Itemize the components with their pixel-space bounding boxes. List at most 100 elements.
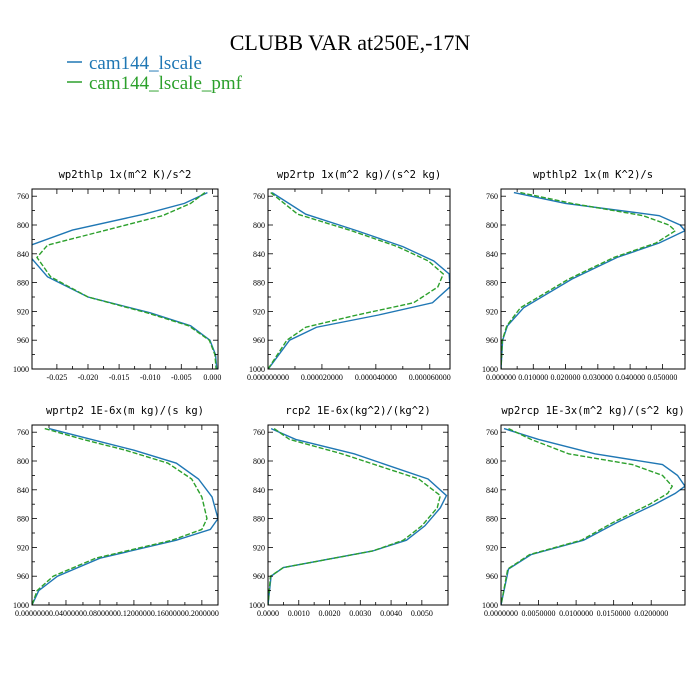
y-tick-label: 840 xyxy=(486,486,498,495)
x-tick-label: 0.2000000 xyxy=(185,609,219,618)
x-tick-label: 0.020000 xyxy=(551,373,581,382)
y-tick-label: 840 xyxy=(17,250,29,259)
y-tick-label: 960 xyxy=(253,572,265,581)
x-tick-label: 0.0050000 xyxy=(522,609,556,618)
y-tick-label: 1000 xyxy=(13,601,29,610)
x-tick-label: 0.0400000 xyxy=(49,609,83,618)
y-tick-label: 920 xyxy=(486,307,498,316)
y-tick-label: 840 xyxy=(253,250,265,259)
x-tick-label: -0.015 xyxy=(109,373,130,382)
y-tick-label: 760 xyxy=(253,428,265,437)
y-tick-label: 880 xyxy=(486,515,498,524)
y-tick-label: 880 xyxy=(253,515,265,524)
plot-frame xyxy=(267,188,451,370)
panels-grid: wp2thlp 1x(m^2 K)/s^2 760 800 840 880 920 960 1… xyxy=(13,169,686,618)
panel-title: rcp2 1E-6x(kg^2)/(kg^2) xyxy=(285,405,430,417)
y-tick-label: 800 xyxy=(486,457,498,466)
x-tick-label: 0.0000 xyxy=(257,609,279,618)
y-tick-label: 880 xyxy=(17,515,29,524)
series-line-lscale xyxy=(32,191,218,369)
series-line-lscale-pmf xyxy=(36,192,217,369)
x-tick-label: 0.0000000 xyxy=(484,609,518,618)
panel-title: wprtp2 1E-6x(m kg)/(s kg) xyxy=(46,405,204,417)
x-tick-label: 0.1600000 xyxy=(151,609,185,618)
panel-title: wp2rtp 1x(m^2 kg)/(s^2 kg) xyxy=(277,169,441,181)
y-tick-label: 960 xyxy=(486,572,498,581)
y-tick-label: 800 xyxy=(17,457,29,466)
panel-title: wpthlp2 1x(m K^2)/s xyxy=(533,169,653,181)
legend-label-1: cam144_lscale xyxy=(89,53,202,74)
y-tick-label: 1000 xyxy=(482,601,498,610)
x-tick-label: 0.0100000 xyxy=(559,609,593,618)
x-tick-label: -0.005 xyxy=(171,373,192,382)
y-tick-label: 800 xyxy=(253,221,265,230)
y-tick-label: 960 xyxy=(17,336,29,345)
panel-2: wp2rtp 1x(m^2 kg)/(s^2 kg) 760 800 840 880 92… xyxy=(247,169,451,382)
y-tick-label: 1000 xyxy=(249,601,265,610)
x-tick-label: 0.0150000 xyxy=(597,609,631,618)
panel-title: wp2thlp 1x(m^2 K)/s^2 xyxy=(59,169,192,181)
panel-3: wpthlp2 1x(m K^2)/s 760 800 840 880 920 960 100… xyxy=(482,169,686,382)
y-tick-label: 760 xyxy=(486,192,498,201)
series-line-lscale-pmf xyxy=(501,427,674,605)
x-tick-label: 0.0010 xyxy=(288,609,310,618)
plot-frame xyxy=(267,424,449,606)
y-tick-label: 920 xyxy=(486,543,498,552)
x-tick-label: 0.000 xyxy=(203,373,221,382)
series-line-lscale-pmf xyxy=(501,191,677,369)
y-tick-label: 920 xyxy=(17,307,29,316)
y-tick-label: 800 xyxy=(486,221,498,230)
plot-frame xyxy=(500,188,686,370)
x-tick-label: 0.0050 xyxy=(411,609,433,618)
y-tick-label: 920 xyxy=(17,543,29,552)
y-tick-label: 840 xyxy=(17,486,29,495)
series-line-lscale-pmf xyxy=(268,192,445,369)
series-line-lscale xyxy=(268,427,448,605)
y-tick-label: 960 xyxy=(486,336,498,345)
plot-frame xyxy=(500,424,686,606)
panel-4: wprtp2 1E-6x(m kg)/(s kg) 760 800 840 880 920… xyxy=(13,405,219,618)
panel-1: wp2thlp 1x(m^2 K)/s^2 760 800 840 880 920 960 1… xyxy=(13,169,221,382)
x-tick-label: 0.030000 xyxy=(583,373,613,382)
y-tick-label: 1000 xyxy=(482,365,498,374)
panel-5: rcp2 1E-6x(kg^2)/(kg^2) 760 800 840 880 920 96… xyxy=(249,405,449,618)
series-line-lscale xyxy=(501,191,685,369)
legend-item-1: cam144_lscale xyxy=(67,53,202,74)
y-tick-label: 760 xyxy=(486,428,498,437)
x-tick-label: -0.010 xyxy=(140,373,161,382)
figure-title: CLUBB VAR at250E,-17N xyxy=(230,30,471,55)
x-tick-label: 0.000060000 xyxy=(409,373,451,382)
x-tick-label: 0.000040000 xyxy=(355,373,397,382)
y-tick-label: 840 xyxy=(253,486,265,495)
plot-frame xyxy=(31,424,219,606)
x-tick-label: 0.0000000 xyxy=(15,609,49,618)
y-tick-label: 920 xyxy=(253,307,265,316)
y-tick-label: 960 xyxy=(17,572,29,581)
x-tick-label: 0.000020000 xyxy=(301,373,343,382)
x-tick-label: 0.050000 xyxy=(647,373,677,382)
x-tick-label: -0.020 xyxy=(78,373,99,382)
panel-6: wp2rcp 1E-3x(m^2 kg)/(s^2 kg) 760 800 840 88… xyxy=(482,405,686,618)
plot-frame xyxy=(31,188,219,370)
series-line-lscale xyxy=(501,427,685,605)
series-line-lscale-pmf xyxy=(268,428,442,605)
x-tick-label: 0.010000 xyxy=(518,373,548,382)
y-tick-label: 800 xyxy=(17,221,29,230)
x-tick-label: 0.0800000 xyxy=(83,609,117,618)
x-tick-label: 0.0040 xyxy=(380,609,402,618)
y-tick-label: 1000 xyxy=(249,365,265,374)
y-tick-label: 760 xyxy=(17,192,29,201)
y-tick-label: 880 xyxy=(486,279,498,288)
y-tick-label: 920 xyxy=(253,543,265,552)
y-tick-label: 840 xyxy=(486,250,498,259)
legend-label-2: cam144_lscale_pmf xyxy=(89,73,243,94)
x-tick-label: 0.0020 xyxy=(319,609,341,618)
x-tick-label: 0.0200000 xyxy=(634,609,668,618)
series-line-lscale xyxy=(268,192,450,369)
panel-title: wp2rcp 1E-3x(m^2 kg)/(s^2 kg) xyxy=(501,405,684,417)
x-tick-label: 0.000000 xyxy=(486,373,516,382)
y-tick-label: 960 xyxy=(253,336,265,345)
x-tick-label: 0.0030 xyxy=(349,609,371,618)
series-line-lscale-pmf xyxy=(32,427,208,605)
